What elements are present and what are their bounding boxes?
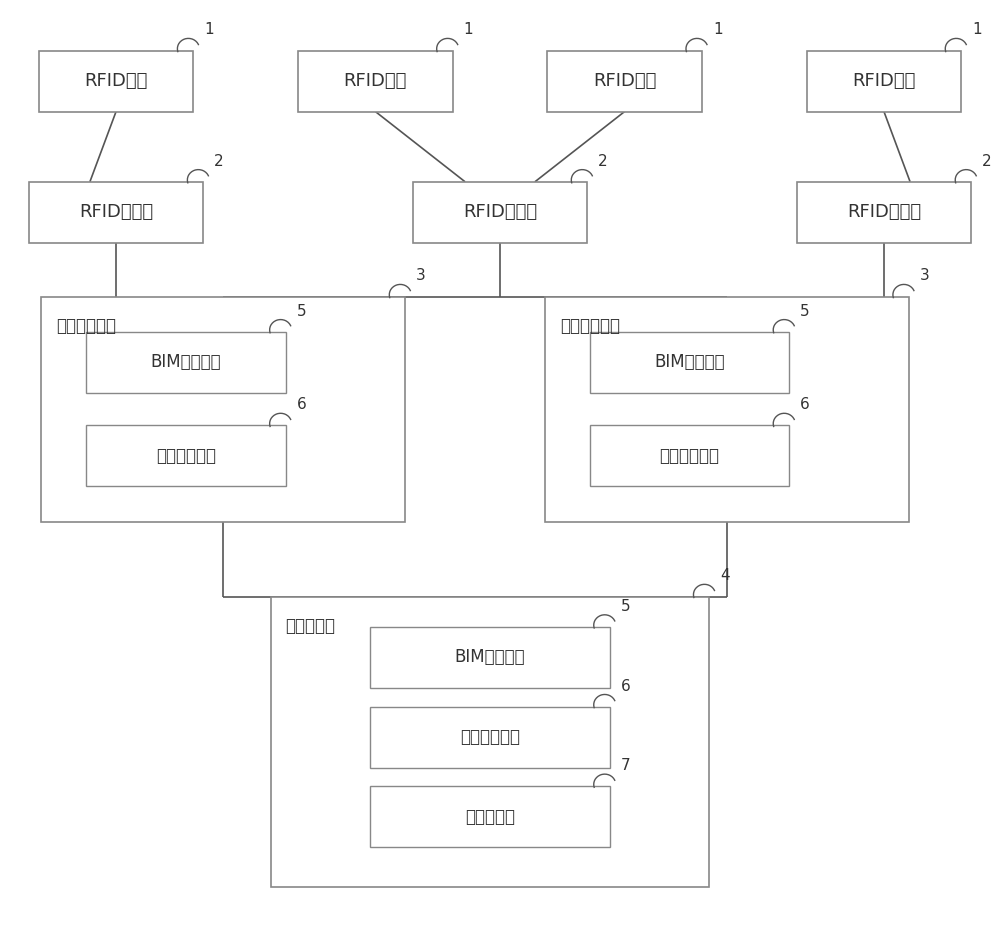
Text: 1: 1 [972, 23, 982, 38]
Text: 6: 6 [800, 398, 810, 413]
Bar [29, 181, 203, 243]
Text: 1: 1 [204, 23, 214, 38]
Text: 2: 2 [598, 153, 608, 168]
Bar [370, 627, 610, 688]
Bar [413, 181, 587, 243]
Text: 6: 6 [621, 679, 630, 694]
Text: 2: 2 [982, 153, 992, 168]
Text: 6: 6 [297, 398, 306, 413]
Bar [298, 51, 453, 112]
Text: 后台服务器: 后台服务器 [286, 618, 336, 635]
Bar [86, 426, 286, 486]
Text: BIM模型系统: BIM模型系统 [151, 353, 221, 371]
Bar [39, 51, 193, 112]
Text: 3: 3 [416, 269, 426, 284]
Bar [547, 51, 702, 112]
Bar [86, 332, 286, 393]
Text: 2: 2 [214, 153, 224, 168]
Text: 施工检查系统: 施工检查系统 [156, 446, 216, 465]
Text: BIM模型系统: BIM模型系统 [654, 353, 725, 371]
Text: 施工检查系统: 施工检查系统 [659, 446, 719, 465]
Bar [590, 332, 789, 393]
Text: RFID标签: RFID标签 [84, 72, 148, 90]
Text: 4: 4 [720, 569, 730, 584]
Text: 施工检查系统: 施工检查系统 [460, 728, 520, 746]
Text: 1: 1 [464, 23, 473, 38]
Text: 5: 5 [621, 599, 630, 614]
Text: RFID标签: RFID标签 [344, 72, 407, 90]
Text: 前端操作终端: 前端操作终端 [560, 317, 620, 336]
Text: BIM模型系统: BIM模型系统 [455, 649, 525, 666]
Text: 前端操作终端: 前端操作终端 [56, 317, 116, 336]
Text: 3: 3 [920, 269, 930, 284]
Text: RFID读写器: RFID读写器 [847, 203, 921, 221]
Text: RFID读写器: RFID读写器 [79, 203, 153, 221]
Text: RFID标签: RFID标签 [593, 72, 656, 90]
Bar [41, 297, 405, 522]
Bar [797, 181, 971, 243]
Bar [370, 787, 610, 847]
Text: RFID读写器: RFID读写器 [463, 203, 537, 221]
Text: 7: 7 [621, 759, 630, 774]
Bar [370, 707, 610, 768]
Bar [590, 426, 789, 486]
Bar [545, 297, 909, 522]
Bar [807, 51, 961, 112]
Text: 5: 5 [297, 304, 306, 319]
Text: 中心数据库: 中心数据库 [465, 807, 515, 825]
Text: RFID标签: RFID标签 [852, 72, 916, 90]
Text: 1: 1 [713, 23, 723, 38]
Text: 5: 5 [800, 304, 810, 319]
Bar [271, 597, 709, 887]
